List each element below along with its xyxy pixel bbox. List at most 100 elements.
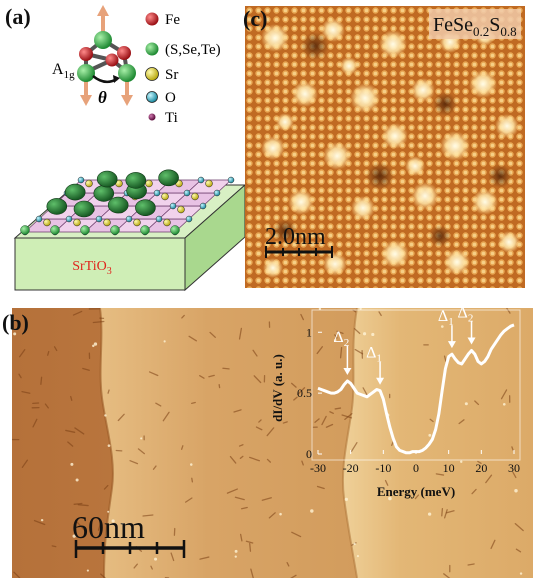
- surface-adatom: [514, 489, 517, 492]
- o-atom-icon: [228, 177, 234, 183]
- o-atom-icon: [156, 216, 162, 222]
- bright-defect: [411, 182, 439, 210]
- bright-defect: [276, 113, 294, 131]
- sr-atom-icon: [134, 219, 141, 226]
- bright-defect: [350, 83, 380, 113]
- o-atom-icon: [126, 216, 132, 222]
- surface-adatom: [104, 414, 106, 416]
- surface-adatom: [108, 444, 111, 447]
- dark-region: [429, 225, 451, 247]
- chalcogen-atom-icon: [97, 171, 117, 187]
- surface-adatom: [70, 463, 73, 466]
- surface-defect: [335, 408, 340, 409]
- sr-atom-icon: [86, 180, 93, 187]
- bright-defect: [444, 249, 470, 275]
- bright-defect: [381, 240, 409, 268]
- bright-defect: [405, 156, 425, 176]
- o-atom-icon: [154, 190, 160, 196]
- surface-defect: [41, 377, 42, 384]
- panel-a: A1g θ Fe (S,Se,Te) Sr O Ti SrTiO3 (a): [0, 0, 245, 300]
- sr-atom-icon: [206, 180, 213, 187]
- scale-bar-label: 2.0nm: [265, 224, 326, 250]
- surface-adatom: [154, 558, 157, 561]
- fe-atom-icon: [117, 46, 131, 60]
- sr-atom-icon: [44, 219, 51, 226]
- o-atom-icon: [200, 203, 206, 209]
- chalcogen-atom-icon: [146, 43, 159, 56]
- chalcogen-atom-icon: [81, 226, 90, 235]
- o-atom-icon: [186, 216, 192, 222]
- atom-legend: Fe (S,Se,Te) Sr O Ti: [146, 12, 221, 126]
- y-tick-label: 0.5: [297, 386, 312, 400]
- surface-defect: [192, 478, 193, 482]
- panel-b: 60nm dI/dV (a. u.) Energy (meV) -30-20-1…: [12, 308, 533, 578]
- chalcogen-atom-icon: [94, 31, 112, 49]
- surface-adatom: [140, 437, 142, 439]
- dark-region: [301, 32, 329, 60]
- o-atom-icon: [66, 216, 72, 222]
- x-tick-label: -20: [343, 461, 359, 475]
- bright-defect: [440, 131, 470, 161]
- surface-adatom: [428, 434, 431, 437]
- chalcogen-atom-icon: [74, 201, 94, 217]
- surface-adatom: [92, 345, 94, 347]
- stm-topography-image: 60nm dI/dV (a. u.) Energy (meV) -30-20-1…: [12, 308, 533, 578]
- inset-ylabel: dI/dV (a. u.): [270, 354, 285, 422]
- surface-adatom: [190, 463, 193, 466]
- surface-adatom: [310, 509, 313, 512]
- down-arrow-right-head-icon: [121, 95, 133, 106]
- y-tick-label: 0: [306, 447, 312, 461]
- fe-atom-icon: [146, 13, 159, 26]
- dark-region: [433, 92, 457, 116]
- stm-atomic-image: FeSe0.2S0.8 2.0nm: [245, 6, 525, 288]
- o-atom-icon: [184, 190, 190, 196]
- surface-adatom: [345, 498, 348, 501]
- scale-bar-label: 60nm: [72, 509, 145, 545]
- x-tick-label: 30: [508, 461, 520, 475]
- x-tick-label: 0: [413, 461, 419, 475]
- fe-atom-icon: [106, 54, 119, 67]
- chalcogen-atom-icon: [135, 200, 155, 216]
- panel-label-b: (b): [2, 312, 29, 334]
- bright-defect: [340, 57, 358, 75]
- ti-atom-icon: [149, 114, 156, 121]
- surface-defect: [250, 544, 251, 552]
- bright-defect: [263, 258, 283, 278]
- surface-adatom: [428, 512, 431, 515]
- bright-defect: [323, 142, 351, 170]
- chalcogen-atom-icon: [94, 185, 114, 201]
- chalcogen-atom-icon: [141, 226, 150, 235]
- up-arrow-head-icon: [97, 5, 109, 16]
- theta-label: θ: [98, 88, 107, 107]
- bright-defect: [323, 252, 347, 276]
- panel-label-a: (a): [5, 6, 31, 28]
- o-atom-icon: [147, 92, 158, 103]
- surface-defect: [52, 546, 56, 547]
- surface-adatom: [520, 572, 522, 574]
- chalcogen-atom-icon: [77, 64, 95, 82]
- surface-adatom: [460, 461, 462, 463]
- surface-defect: [442, 509, 443, 516]
- fe-atom-icon: [79, 47, 93, 61]
- surface-adatom: [87, 569, 89, 571]
- sr-atom-icon: [74, 219, 81, 226]
- inset-xlabel: Energy (meV): [377, 484, 455, 499]
- sr-atom-icon: [104, 219, 111, 226]
- surface-adatom: [441, 325, 444, 328]
- sr-atom-icon: [164, 219, 171, 226]
- legend-fe: Fe: [165, 12, 180, 28]
- sr-atom-icon: [146, 68, 159, 81]
- bright-defect: [288, 189, 314, 215]
- legend-sr: Sr: [165, 67, 178, 83]
- chalcogen-atom-icon: [126, 172, 146, 188]
- x-tick-label: 10: [443, 461, 455, 475]
- o-atom-icon: [78, 177, 84, 183]
- surface-adatom: [164, 340, 166, 342]
- sr-atom-icon: [146, 180, 153, 187]
- bright-defect: [379, 30, 407, 58]
- dark-region: [488, 164, 512, 188]
- sr-atom-icon: [162, 193, 169, 200]
- surface-adatom: [235, 555, 237, 557]
- sr-atom-icon: [178, 206, 185, 213]
- bright-defect: [351, 196, 375, 220]
